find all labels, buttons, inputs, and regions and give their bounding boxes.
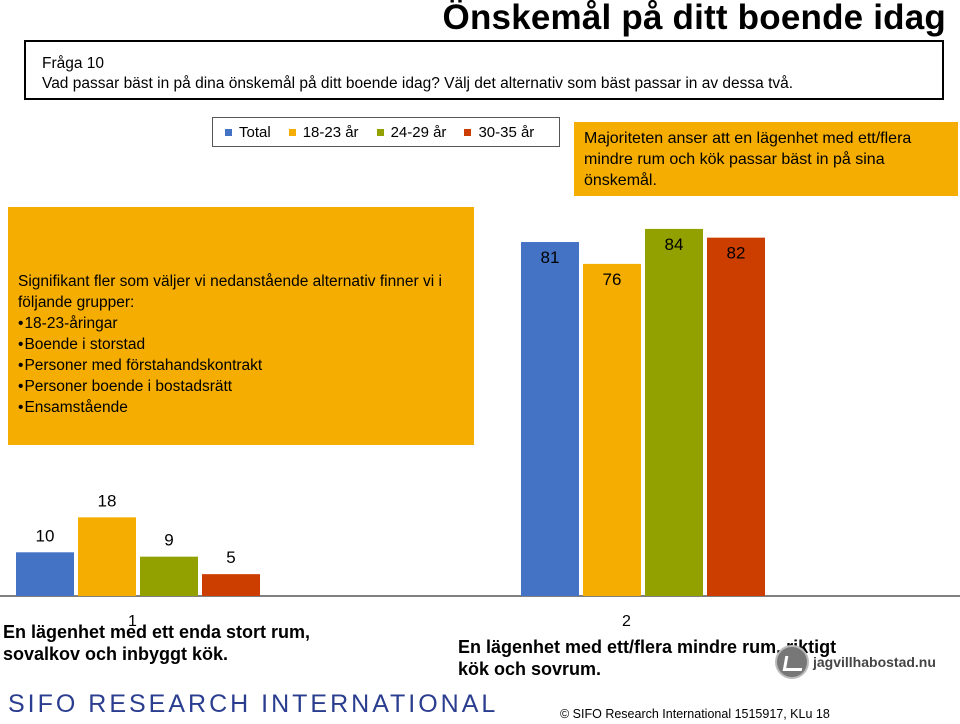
bar-24-29-cat2 [645, 228, 703, 597]
significance-item: Personer boende i bostadsrätt [18, 376, 474, 397]
bar-value-label-30-35-cat1: 5 [226, 548, 235, 567]
legend-label-30-35: 30-35 år [478, 123, 535, 141]
question-box: Fråga 10 Vad passar bäst in på dina önsk… [24, 40, 944, 100]
bar-value-label-30-35-cat2: 82 [727, 244, 746, 263]
significance-heading-tail: : [130, 294, 135, 311]
significance-heading-bold: Signifikant fler som väljer vi nedanståe… [18, 273, 442, 311]
bar-total-cat2 [521, 242, 579, 596]
category-label-1: En lägenhet med ett enda stort rum, sova… [3, 622, 311, 664]
bar-value-label-18-23-cat1: 18 [98, 491, 117, 510]
significance-item: Ensamstående [18, 397, 474, 418]
bar-24-29-cat1 [140, 556, 198, 596]
legend-item-30-35: 30-35 år [464, 124, 534, 141]
chart-legend: Total 18-23 år 24-29 år 30-35 år [212, 117, 560, 147]
bar-30-35-cat1 [202, 574, 260, 596]
significance-item: Boende i storstad [18, 334, 474, 355]
bar-value-label-24-29-cat2: 84 [665, 235, 684, 254]
legend-label-total: Total [239, 123, 271, 141]
bar-18-23-cat1 [78, 517, 136, 596]
page-title: Önskemål på ditt boende idag [442, 0, 946, 37]
legend-item-total: Total [225, 124, 271, 141]
bar-total-cat1 [16, 552, 74, 596]
question-number: Fråga 10 [42, 55, 105, 72]
question-text: Vad passar bäst in på dina önskemål på d… [42, 75, 794, 92]
site-logo: jagvillhabostad.nu [775, 645, 936, 679]
legend-swatch-total [225, 128, 232, 136]
significance-item: Personer med förstahandskontrakt [18, 355, 474, 376]
legend-label-18-23: 18-23 år [302, 123, 359, 141]
bar-18-23-cat2 [583, 263, 641, 596]
bar-30-35-cat2 [707, 237, 765, 596]
category-label-2: En lägenhet med ett/flera mindre rum, ri… [458, 637, 837, 679]
house-badge-icon [775, 645, 809, 679]
significance-item: 18-23-åringar [18, 313, 474, 334]
legend-swatch-24-29 [376, 128, 384, 136]
legend-swatch-30-35 [464, 128, 472, 136]
bar-value-label-24-29-cat1: 9 [164, 531, 173, 550]
bar-value-label-18-23-cat2: 76 [603, 270, 622, 289]
legend-label-24-29: 24-29 år [390, 123, 447, 141]
significance-heading: Signifikant fler som väljer vi nedanståe… [18, 271, 474, 313]
legend-item-24-29: 24-29 år [376, 123, 447, 141]
legend-swatch-18-23 [288, 128, 296, 136]
category-number-2: 2 [622, 613, 631, 630]
category-number-1: 1 [128, 613, 137, 630]
bar-value-label-total-cat1: 10 [36, 526, 55, 545]
site-logo-text: jagvillhabostad.nu [813, 654, 936, 670]
sifo-logo: SIFO RESEARCH INTERNATIONAL [8, 690, 499, 718]
significance-box: Signifikant fler som väljer vi nedanståe… [8, 207, 474, 445]
majority-note: Majoriteten anser att en lägenhet med et… [574, 122, 958, 196]
copyright-text: © SIFO Research International 1515917, K… [560, 707, 830, 721]
bar-value-label-total-cat2: 81 [541, 248, 560, 267]
significance-list: 18-23-åringar Boende i storstad Personer… [18, 313, 474, 418]
legend-item-18-23: 18-23 år [288, 123, 359, 141]
